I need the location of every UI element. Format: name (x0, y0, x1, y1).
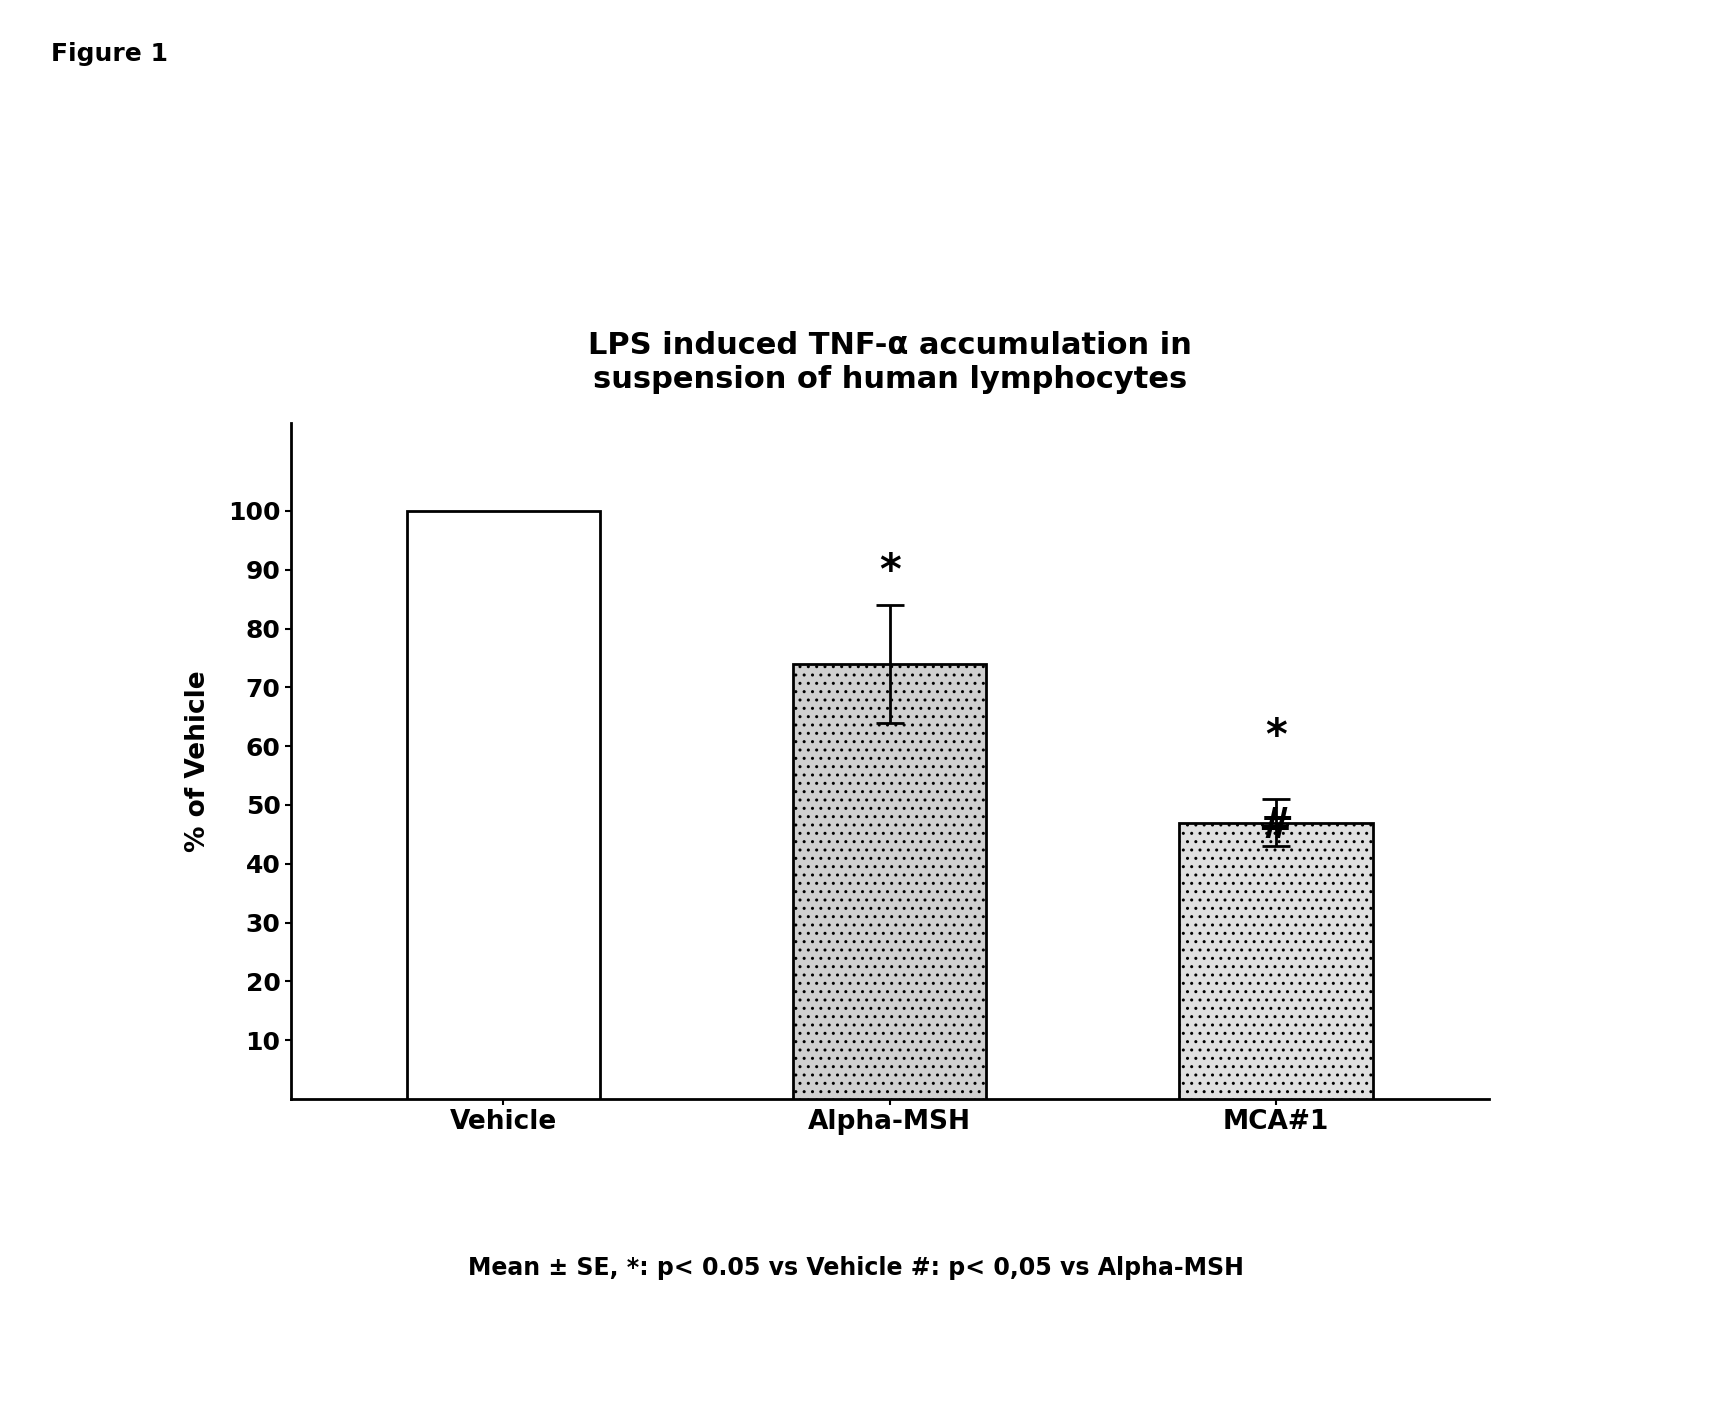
Text: #: # (1259, 805, 1294, 847)
Bar (1179, 823, 1372, 1099)
Title: LPS induced TNF-α accumulation in
suspension of human lymphocytes: LPS induced TNF-α accumulation in suspen… (589, 331, 1191, 395)
Bar (407, 511, 601, 1099)
Y-axis label: % of Vehicle: % of Vehicle (185, 671, 210, 851)
Text: *: * (879, 551, 900, 593)
Bar (794, 664, 986, 1099)
Text: Mean ± SE, *: p< 0.05 vs Vehicle #: p< 0,05 vs Alpha-MSH: Mean ± SE, *: p< 0.05 vs Vehicle #: p< 0… (467, 1255, 1244, 1281)
Text: Figure 1: Figure 1 (51, 42, 168, 66)
Text: *: * (1264, 716, 1287, 758)
